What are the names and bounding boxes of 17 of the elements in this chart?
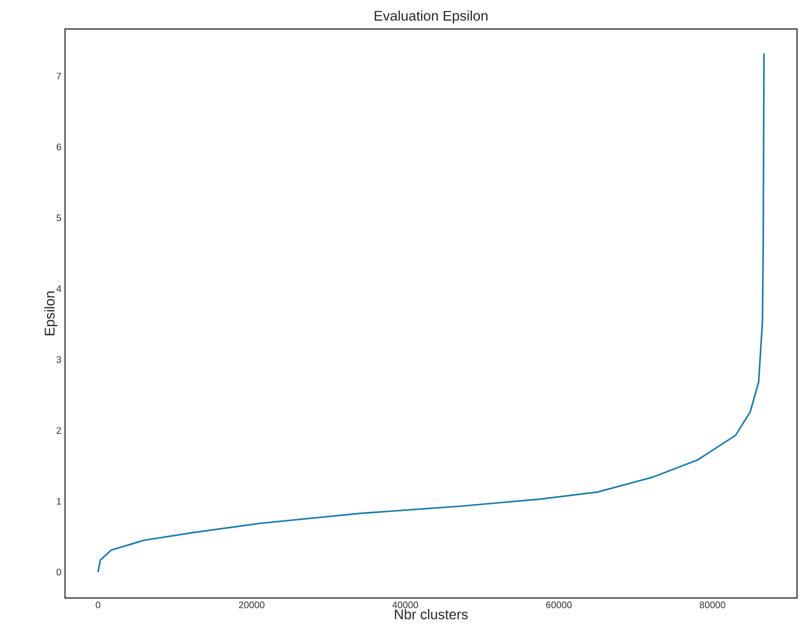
x-tick-label: 80000: [700, 602, 726, 608]
y-tick-label: 5: [56, 214, 62, 222]
y-tick-label: 7: [56, 72, 62, 80]
y-tick-label: 1: [56, 498, 62, 505]
y-tick-label: 3: [56, 356, 62, 363]
y-tick-label: 4: [56, 285, 62, 292]
x-tick-label: 40000: [392, 602, 418, 608]
x-tick-label: 0: [96, 602, 100, 608]
chart-title: Evaluation Epsilon: [374, 10, 488, 24]
y-tick-label: 0: [56, 568, 62, 576]
x-tick-label: 20000: [238, 602, 264, 608]
y-axis-title: Epsilon: [44, 292, 58, 336]
x-axis-title: Nbr clusters: [394, 609, 468, 620]
y-tick-label: 2: [56, 427, 62, 434]
x-tick-label: 60000: [546, 602, 572, 608]
line-series: [97, 52, 765, 573]
y-tick-label: 6: [56, 144, 62, 150]
